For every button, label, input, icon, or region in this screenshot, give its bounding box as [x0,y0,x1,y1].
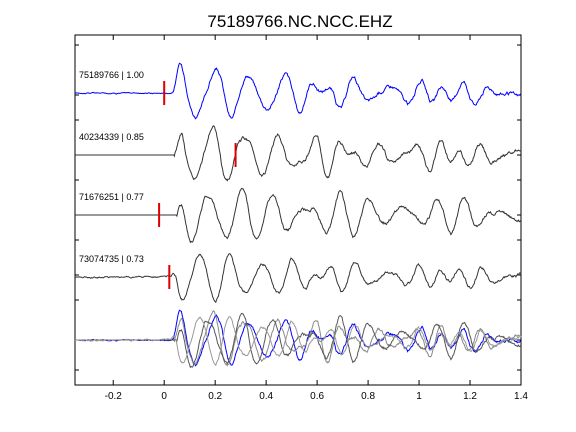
trace-line [74,62,522,120]
x-tick-label: 1 [416,391,422,402]
x-tick-label: 0 [161,391,167,402]
trace-line [75,125,522,182]
axis-ticks: -0.2 0 0.2 0.4 0.6 0.8 1 1.2 1.4 [75,35,528,402]
trace-line [74,253,522,304]
x-tick-label: 0.6 [310,391,324,402]
x-tick-label: 0.4 [259,391,273,402]
traces-group: 75189766 | 1.00 40234339 | 0.85 71676251 |… [74,62,522,304]
chart-title: 75189766.NC.NCC.EHZ [207,12,392,31]
x-tick-label: 1.2 [463,391,477,402]
trace-label: 71676251 | 0.77 [79,192,144,202]
trace-label: 73074735 | 0.73 [79,254,144,264]
x-tick-label: 1.4 [514,391,528,402]
trace-label: 75189766 | 1.00 [79,70,144,80]
stacked-trace-line [74,316,522,367]
x-tick-label: 0.8 [361,391,375,402]
trace-line [75,187,522,244]
x-tick-label: -0.2 [105,391,123,402]
plot-frame [74,34,522,386]
stacked-traces-group [74,309,522,369]
trace-label: 40234339 | 0.85 [79,132,144,142]
x-tick-label: 0.2 [208,391,222,402]
